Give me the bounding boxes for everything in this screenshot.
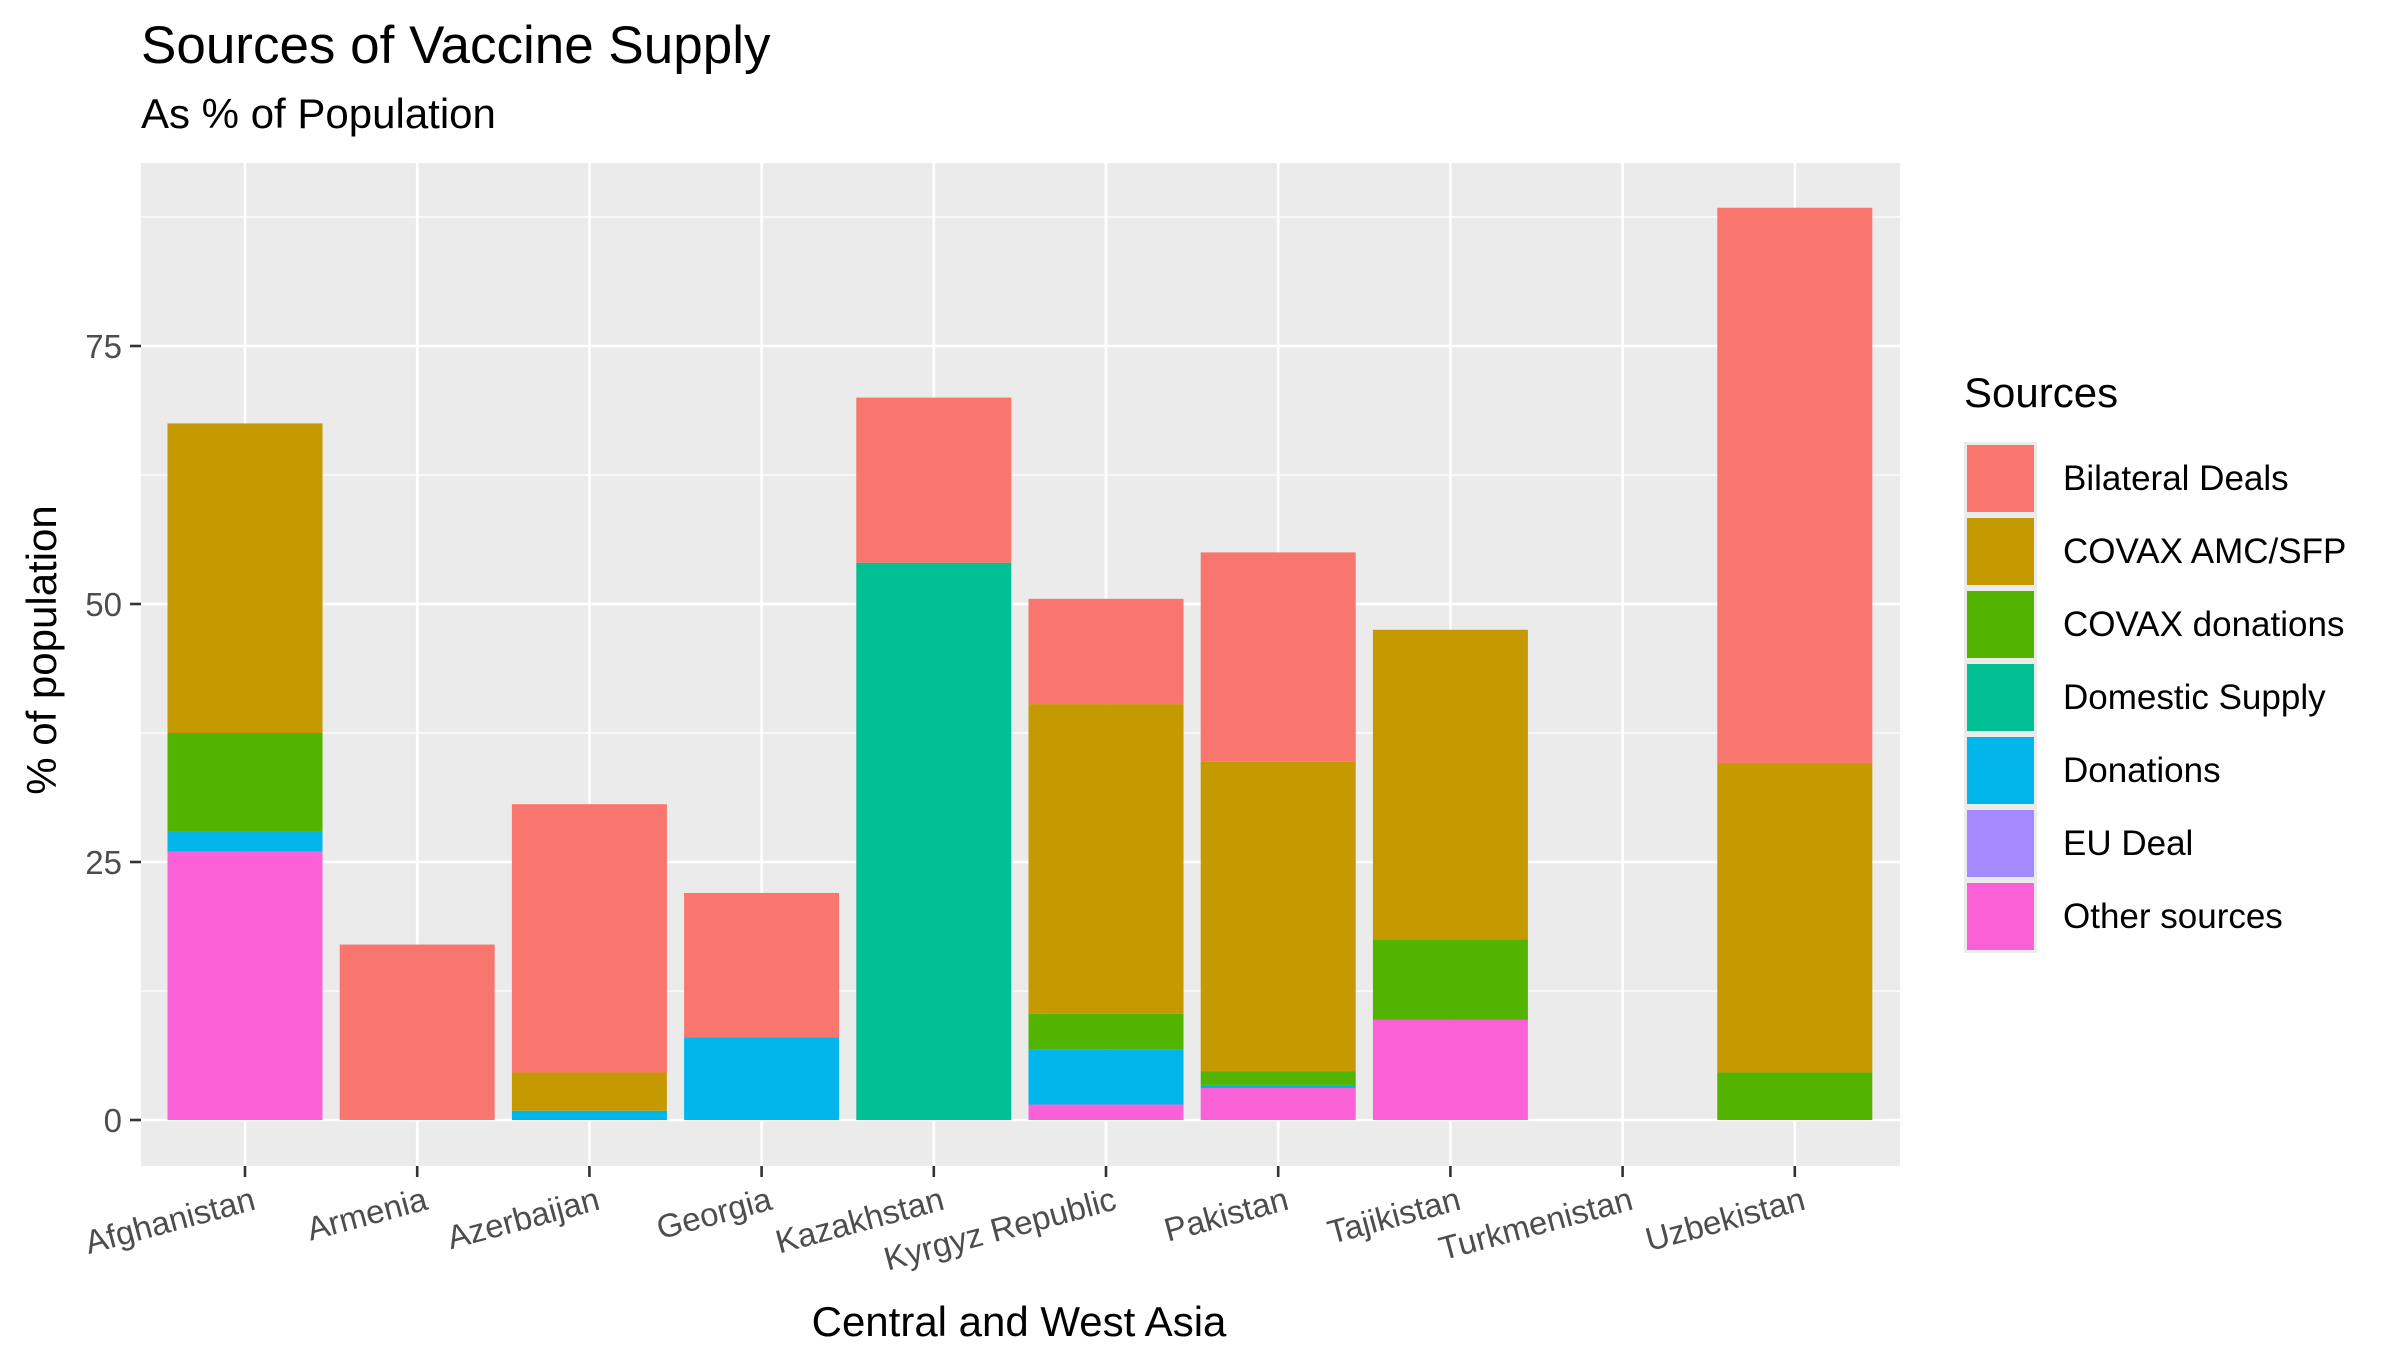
bar-segment-donations <box>1028 1049 1184 1105</box>
bar-segment-bilateral-deals <box>511 804 667 1073</box>
y-axis-title: % of population <box>18 505 65 795</box>
bar-segment-other-sources <box>1372 1019 1528 1120</box>
legend-swatch <box>1967 518 2034 585</box>
y-tick-label: 75 <box>85 328 122 365</box>
x-tick-label: Georgia <box>652 1180 776 1246</box>
bar-segment-bilateral-deals <box>856 397 1012 563</box>
bar-segment-covax-amc-sfp <box>167 423 323 733</box>
legend-label: COVAX AMC/SFP <box>2063 531 2347 571</box>
legend-label: Other sources <box>2063 896 2283 936</box>
bar-segment-other-sources <box>167 851 323 1120</box>
bar-segment-covax-donations <box>167 733 323 832</box>
legend-label: Donations <box>2063 750 2221 790</box>
x-tick-label: Uzbekistan <box>1641 1180 1808 1258</box>
legend-key <box>1964 442 2037 515</box>
y-tick-label: 50 <box>85 586 122 623</box>
legend-item: Donations <box>1964 734 2346 807</box>
legend-item: Other sources <box>1964 880 2346 953</box>
x-tick-label: Pakistan <box>1160 1180 1292 1249</box>
bar-segment-bilateral-deals <box>684 892 840 1038</box>
bar-segment-domestic-supply <box>856 562 1012 1120</box>
x-tick-label: Afghanistan <box>81 1180 259 1261</box>
x-axis-title: Central and West Asia <box>812 1298 1227 1345</box>
legend-label: Domestic Supply <box>2063 677 2326 717</box>
legend-key <box>1964 734 2037 807</box>
y-tick-label: 0 <box>104 1102 122 1139</box>
bar-segment-bilateral-deals <box>1200 552 1356 762</box>
legend-swatch <box>1967 883 2034 950</box>
bar-segment-bilateral-deals <box>1717 207 1873 763</box>
legend-swatch <box>1967 810 2034 877</box>
bar-segment-covax-donations <box>1200 1071 1356 1085</box>
bar-segment-other-sources <box>1028 1104 1184 1120</box>
legend: Sources Bilateral Deals COVAX AMC/SFP COVA… <box>1964 368 2346 953</box>
bar-segment-covax-donations <box>1028 1013 1184 1050</box>
legend-item: Bilateral Deals <box>1964 442 2346 515</box>
legend-label: COVAX donations <box>2063 604 2345 644</box>
legend-item: Domestic Supply <box>1964 661 2346 734</box>
bar-segment-donations <box>167 831 323 852</box>
bar-segment-donations <box>511 1110 667 1120</box>
legend-label: EU Deal <box>2063 823 2194 863</box>
legend-label: Bilateral Deals <box>2063 458 2289 498</box>
bars-group <box>167 207 1873 1120</box>
legend-key <box>1964 515 2037 588</box>
bar-segment-bilateral-deals <box>339 944 495 1120</box>
legend-item: COVAX donations <box>1964 588 2346 661</box>
legend-swatch <box>1967 445 2034 512</box>
legend-swatch <box>1967 737 2034 804</box>
legend-key <box>1964 880 2037 953</box>
legend-swatch <box>1967 591 2034 658</box>
y-axis: 0 25 50 75 <box>85 328 141 1139</box>
legend-key <box>1964 661 2037 734</box>
legend-key <box>1964 588 2037 661</box>
bar-segment-donations <box>1200 1084 1356 1089</box>
y-tick-label: 25 <box>85 844 122 881</box>
legend-items: Bilateral Deals COVAX AMC/SFP COVAX donati… <box>1964 442 2346 953</box>
chart-title: Sources of Vaccine Supply <box>141 16 771 75</box>
bar-segment-covax-amc-sfp <box>511 1072 667 1111</box>
legend-swatch <box>1967 664 2034 731</box>
bar-segment-covax-amc-sfp <box>1717 762 1873 1073</box>
legend-key <box>1964 807 2037 880</box>
x-tick-label: Azerbaijan <box>443 1180 603 1256</box>
legend-title: Sources <box>1964 369 2119 416</box>
legend-item: COVAX AMC/SFP <box>1964 515 2346 588</box>
bar-segment-covax-amc-sfp <box>1028 704 1184 1014</box>
bar-segment-covax-donations <box>1372 939 1528 1020</box>
bar-segment-other-sources <box>1200 1088 1356 1120</box>
x-tick-label: Turkmenistan <box>1435 1180 1636 1267</box>
bar-segment-covax-donations <box>1717 1072 1873 1120</box>
x-axis: Afghanistan Armenia Azerbaijan GeorgiaKazak… <box>81 1166 1809 1277</box>
bar-segment-bilateral-deals <box>1028 598 1184 705</box>
legend-item: EU Deal <box>1964 807 2346 880</box>
bar-segment-covax-amc-sfp <box>1200 761 1356 1072</box>
x-tick-label: Armenia <box>303 1180 432 1248</box>
bar-segment-covax-amc-sfp <box>1372 629 1528 940</box>
bar-segment-donations <box>684 1037 840 1120</box>
chart-subtitle: As % of Population <box>141 90 496 137</box>
